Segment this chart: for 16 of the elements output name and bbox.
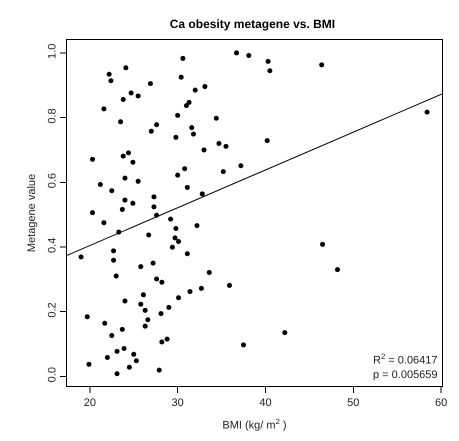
x-tick-label: 30 xyxy=(172,397,184,410)
y-tick-label: 0.6 xyxy=(46,172,59,188)
x-tick-label: 20 xyxy=(84,397,96,410)
x-tick-label: 40 xyxy=(259,397,272,410)
y-tick-label: 0.4 xyxy=(46,238,59,253)
y-axis-title: Metagene value xyxy=(26,174,38,252)
annotation: p = 0.005659 xyxy=(373,369,438,381)
x-tick-label: 50 xyxy=(347,397,360,410)
x-axis-title: BMI (kg/ m$^{2}$ ) xyxy=(222,416,287,432)
y-tick-label: 0.2 xyxy=(46,302,59,318)
y-tick-label: 0.0 xyxy=(46,367,59,382)
y-tick-label: 0.8 xyxy=(46,108,59,124)
chart-title: Ca obesity metagene vs. BMI xyxy=(170,17,336,32)
annotation: R$^{2}$ = 0.06417 xyxy=(373,352,438,367)
x-tick-label: 60 xyxy=(434,397,448,410)
y-tick-label: 1.0 xyxy=(46,44,59,59)
